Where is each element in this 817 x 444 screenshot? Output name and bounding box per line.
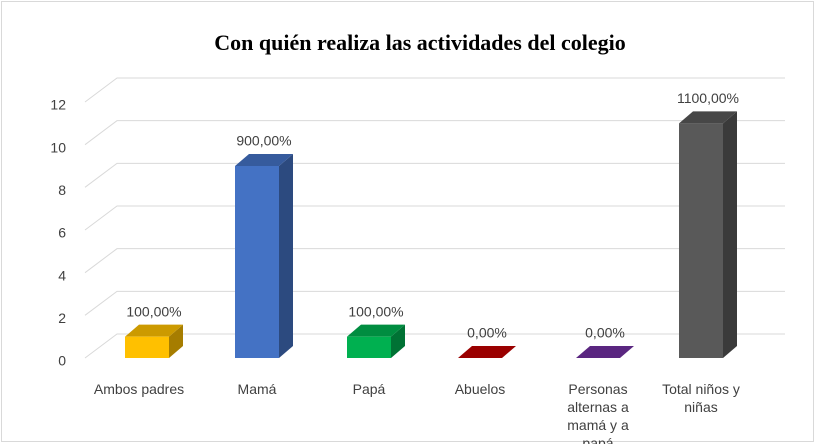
x-tick-label: Papá — [352, 381, 386, 397]
y-tick-label: 4 — [58, 267, 66, 283]
bar-top — [679, 111, 737, 124]
value-label: 0,00% — [467, 325, 507, 341]
bar-top — [458, 346, 516, 358]
x-tick-label: Mamá — [237, 381, 277, 397]
grid-line — [84, 205, 785, 231]
y-tick-label: 8 — [58, 182, 66, 198]
y-tick-label: 6 — [58, 225, 66, 241]
bar-front — [679, 123, 723, 358]
grid-line — [84, 162, 785, 188]
x-tick-label: Personas alternas a mamá y a papá — [567, 381, 629, 444]
y-tick-label: 2 — [58, 310, 66, 326]
bar-top — [576, 346, 634, 358]
bar-top — [235, 154, 293, 166]
grid-line — [84, 248, 785, 274]
bar — [576, 346, 634, 358]
bar — [125, 324, 183, 358]
y-tick-label: 0 — [58, 353, 66, 369]
chart-title: Con quién realiza las actividades del co… — [214, 30, 625, 55]
x-tick-label: Total niños y niñas — [662, 381, 740, 415]
grid-line — [84, 333, 785, 359]
value-label: 100,00% — [126, 303, 181, 319]
bar-top — [125, 324, 183, 337]
bar-side — [391, 324, 405, 358]
x-tick-label: Ambos padres — [93, 381, 185, 397]
bar-side — [723, 111, 737, 358]
bar — [235, 154, 293, 358]
value-label: 100,00% — [348, 303, 403, 319]
y-tick-label: 12 — [50, 97, 66, 113]
value-label: 900,00% — [236, 133, 291, 149]
bar — [458, 346, 516, 358]
x-tick-label: Abuelos — [454, 381, 506, 397]
bar-front — [235, 166, 279, 358]
grid-line — [84, 77, 785, 103]
bar — [679, 111, 737, 358]
y-tick-label: 10 — [50, 139, 66, 155]
bar-side — [169, 324, 183, 358]
bar-top — [347, 324, 405, 337]
grid-line — [84, 290, 785, 316]
bar-front — [125, 336, 169, 358]
bar-side — [279, 154, 293, 358]
value-label: 0,00% — [585, 325, 625, 341]
bar — [347, 324, 405, 358]
bar-front — [347, 336, 391, 358]
value-label: 1100,00% — [677, 90, 739, 106]
grid-line — [84, 120, 785, 146]
